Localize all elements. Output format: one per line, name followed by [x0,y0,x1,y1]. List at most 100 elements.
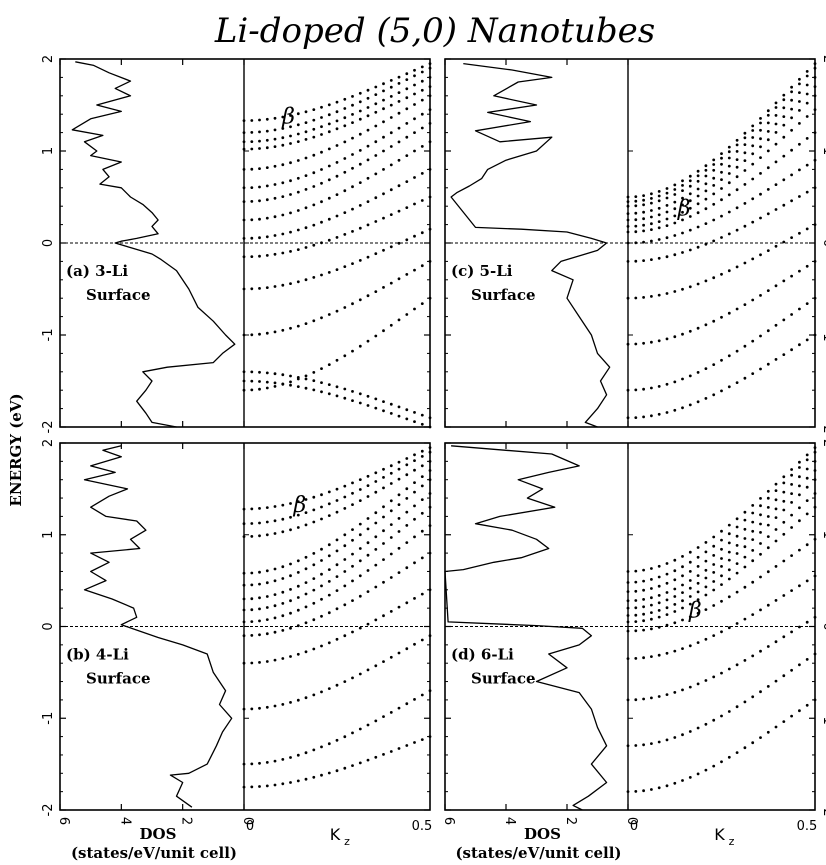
band-point [782,508,786,512]
band-point [751,511,755,515]
band-point [751,220,755,224]
band-point [704,189,708,193]
band [626,62,817,199]
band-point [712,675,716,679]
band-point [250,785,254,789]
band-point [265,581,269,585]
band-point [642,217,645,221]
band-point [688,403,692,407]
band-point [413,411,416,414]
band-point [397,209,401,213]
band-point [673,649,677,653]
band-point [712,239,716,243]
band-point [265,254,269,257]
band-point [304,206,308,210]
band-point [751,520,755,524]
band-point [420,422,424,426]
band-point [343,124,347,128]
band-point [634,698,638,702]
band-point [673,214,677,218]
band-point [743,159,747,163]
band-point [265,705,269,709]
band-point [704,207,708,211]
band-point [642,203,645,207]
band-point [374,85,378,89]
band-point [681,287,684,291]
band-point [413,307,416,311]
band-point [374,196,378,200]
band-point [405,463,409,467]
band-point [250,620,254,623]
band-point [358,547,362,550]
band-point [657,615,661,619]
band-point [665,738,669,742]
band-point [250,186,254,190]
band-point [413,176,416,179]
band-point [327,147,331,151]
band-point [634,241,638,245]
band-point [805,485,809,489]
band-point [382,89,385,93]
band-point [382,753,385,756]
band-point [657,226,661,230]
band-point [327,196,331,200]
band-point [634,230,638,234]
band-point [258,147,261,150]
band-point [665,606,669,610]
band-point [296,159,300,162]
band-point [366,758,370,762]
band-point [720,547,723,551]
band-point [657,199,661,203]
band-point [751,580,755,584]
band-point [650,386,653,390]
band-point [766,109,770,113]
band-point [642,612,645,616]
band-point [790,313,793,316]
band [626,537,817,633]
band-point [289,250,292,253]
band-point [351,528,354,531]
band-point [681,647,684,650]
band-point [281,115,285,119]
band-point [798,625,801,629]
band-point [727,577,731,581]
band-point [712,604,716,607]
band-point [673,595,677,598]
band-point [374,154,378,157]
x-axis-labels: DOS(states/eV/unit cell)K z DOS(states/eV/… [71,825,735,862]
band [242,85,432,151]
band-point [397,100,401,103]
band [242,94,432,171]
band-point [657,238,661,241]
band-point [351,230,354,233]
band-point [273,658,277,662]
band-point [782,353,786,356]
dos-curve [71,61,236,428]
band-point [265,331,269,335]
band-point [358,574,362,578]
band-point [327,271,331,274]
band-point [296,513,300,517]
band-point [335,499,339,502]
band-point [428,85,432,88]
band-point [712,363,716,366]
band-point [798,195,801,198]
band-point [366,668,370,672]
band-point [327,593,331,597]
band-point [273,630,277,634]
band-point [712,218,716,222]
band-point [642,605,645,609]
band-point [805,476,809,480]
beta-annotation: β [292,493,306,518]
band-point [343,533,347,537]
band-point [665,411,669,414]
band-point [335,394,339,398]
band-point [720,583,723,586]
band-point [805,620,809,624]
band [242,168,432,240]
band-point [735,622,739,625]
band-point [327,514,331,517]
band-point [320,150,323,154]
band-point [335,309,339,313]
